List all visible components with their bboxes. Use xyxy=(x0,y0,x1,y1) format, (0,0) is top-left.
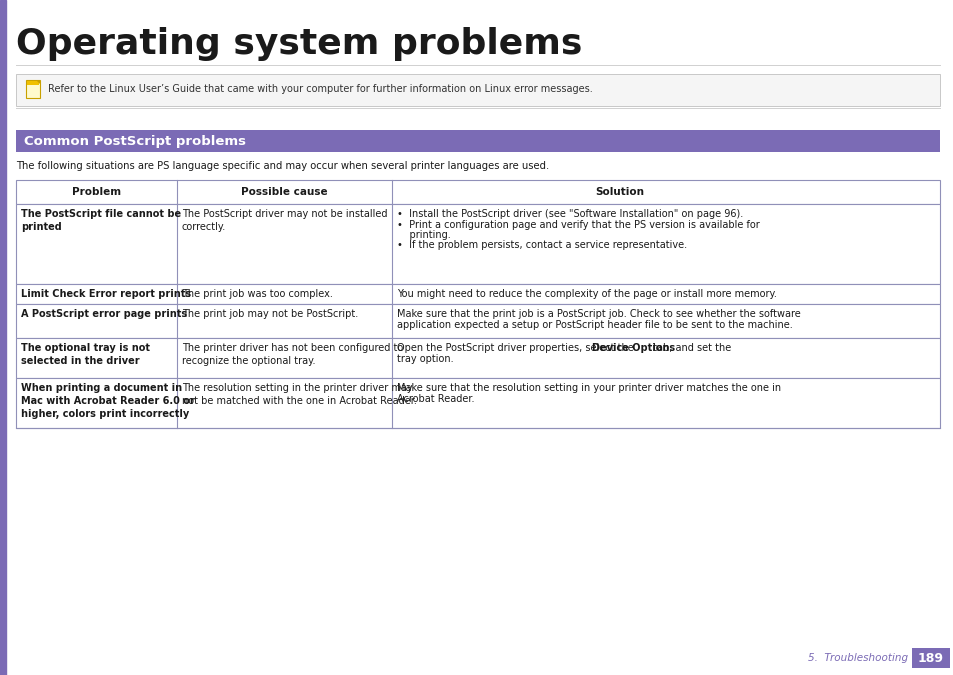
Text: The optional tray is not
selected in the driver: The optional tray is not selected in the… xyxy=(21,343,150,366)
Text: Possible cause: Possible cause xyxy=(241,187,328,197)
Text: Acrobat Reader.: Acrobat Reader. xyxy=(396,394,474,404)
Text: application expected a setup or PostScript header file to be sent to the machine: application expected a setup or PostScri… xyxy=(396,319,792,329)
Bar xyxy=(16,338,939,378)
Text: The print job was too complex.: The print job was too complex. xyxy=(182,289,333,299)
Text: tray option.: tray option. xyxy=(396,354,454,364)
Bar xyxy=(911,648,949,668)
Bar xyxy=(26,80,40,98)
Bar xyxy=(16,378,939,428)
Text: Problem: Problem xyxy=(71,187,121,197)
Text: 5.  Troubleshooting: 5. Troubleshooting xyxy=(807,653,907,663)
Bar xyxy=(27,81,39,85)
Text: Device Options: Device Options xyxy=(592,343,675,353)
Text: The following situations are PS language specific and may occur when several pri: The following situations are PS language… xyxy=(16,161,549,171)
Text: Refer to the Linux User’s Guide that came with your computer for further informa: Refer to the Linux User’s Guide that cam… xyxy=(48,84,592,94)
Text: The print job may not be PostScript.: The print job may not be PostScript. xyxy=(182,309,357,319)
Polygon shape xyxy=(36,80,40,84)
Text: •  Print a configuration page and verify that the PS version is available for: • Print a configuration page and verify … xyxy=(396,219,759,230)
Text: tab, and set the: tab, and set the xyxy=(650,343,731,353)
Text: The PostScript driver may not be installed
correctly.: The PostScript driver may not be install… xyxy=(182,209,387,232)
Text: The printer driver has not been configured to
recognize the optional tray.: The printer driver has not been configur… xyxy=(182,343,402,366)
Text: You might need to reduce the complexity of the page or install more memory.: You might need to reduce the complexity … xyxy=(396,289,776,299)
Text: The resolution setting in the printer driver may
not be matched with the one in : The resolution setting in the printer dr… xyxy=(182,383,416,406)
Text: Open the PostScript driver properties, select the: Open the PostScript driver properties, s… xyxy=(396,343,637,353)
Text: •  If the problem persists, contact a service representative.: • If the problem persists, contact a ser… xyxy=(396,240,686,250)
Bar xyxy=(16,74,939,106)
Text: The PostScript file cannot be
printed: The PostScript file cannot be printed xyxy=(21,209,181,232)
Bar xyxy=(16,284,939,304)
Bar xyxy=(16,180,939,204)
Bar xyxy=(0,0,6,675)
Bar xyxy=(16,204,939,284)
Text: When printing a document in
Mac with Acrobat Reader 6.0 or
higher, colors print : When printing a document in Mac with Acr… xyxy=(21,383,194,418)
Text: 189: 189 xyxy=(917,651,943,664)
Text: Make sure that the print job is a PostScript job. Check to see whether the softw: Make sure that the print job is a PostSc… xyxy=(396,309,800,319)
Bar xyxy=(16,304,939,338)
Text: Limit Check Error report prints: Limit Check Error report prints xyxy=(21,289,191,299)
Text: Make sure that the resolution setting in your printer driver matches the one in: Make sure that the resolution setting in… xyxy=(396,383,781,393)
Text: •  Install the PostScript driver (see "Software Installation" on page 96).: • Install the PostScript driver (see "So… xyxy=(396,209,742,219)
Text: Common PostScript problems: Common PostScript problems xyxy=(24,134,246,148)
Bar xyxy=(16,130,939,152)
Text: Solution: Solution xyxy=(595,187,643,197)
Text: Operating system problems: Operating system problems xyxy=(16,27,581,61)
Text: printing.: printing. xyxy=(396,230,451,240)
Text: A PostScript error page prints: A PostScript error page prints xyxy=(21,309,187,319)
